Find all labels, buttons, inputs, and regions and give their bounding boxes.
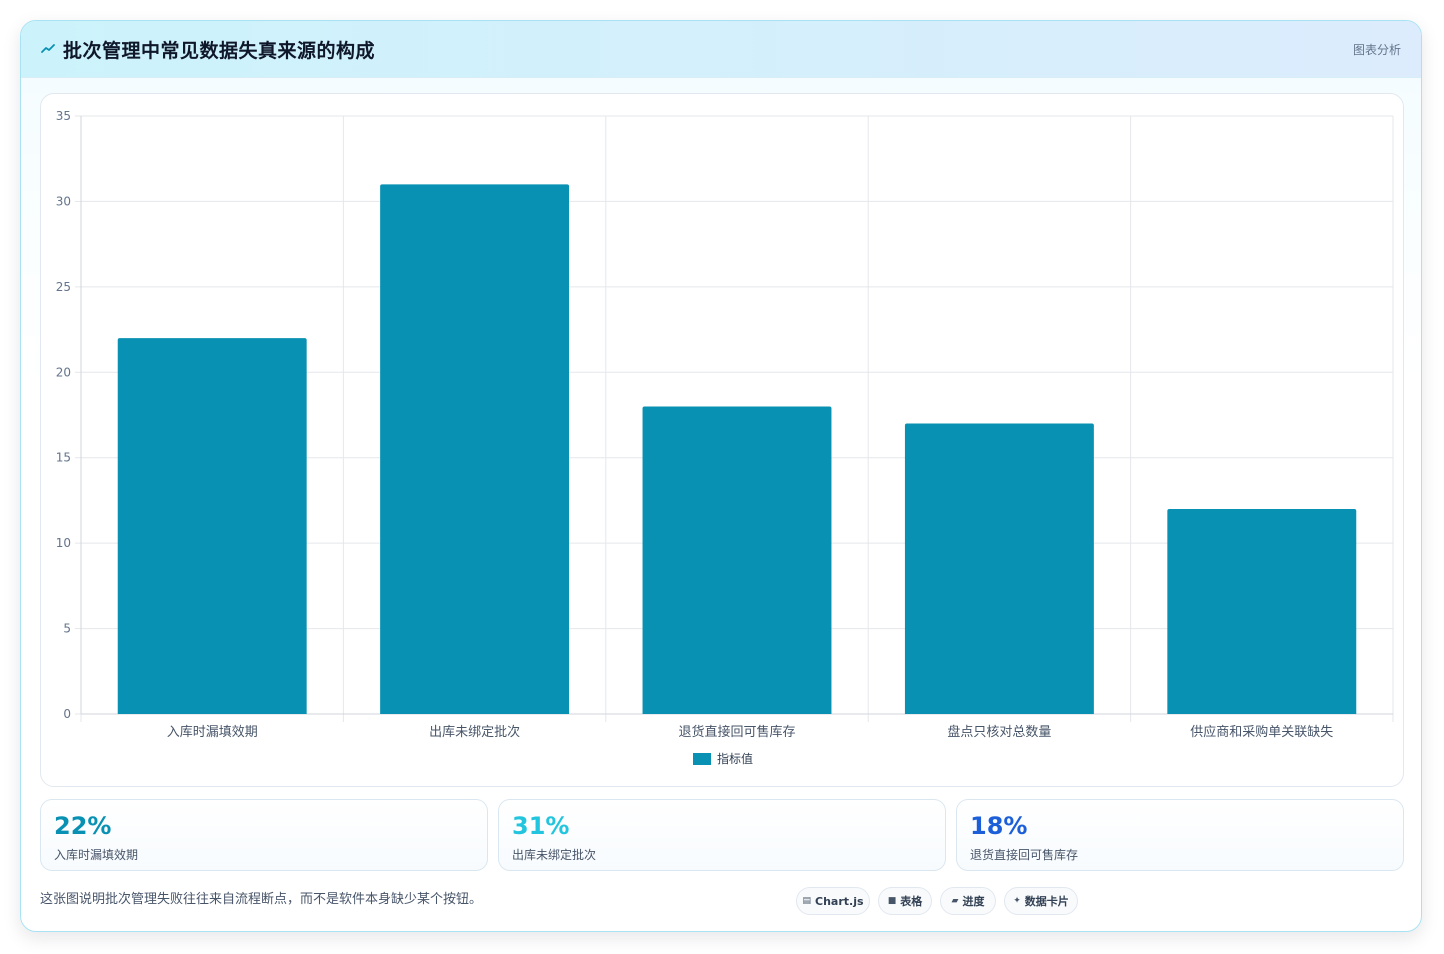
stat-card-3: 18% 退货直接回可售库存 [956, 799, 1404, 871]
x-category-label: 盘点只核对总数量 [947, 724, 1051, 740]
card-header: 批次管理中常见数据失真来源的构成 图表分析 [21, 21, 1421, 78]
x-category-label: 退货直接回可售库存 [678, 724, 795, 740]
page-title: 批次管理中常见数据失真来源的构成 [63, 40, 376, 62]
chart-footnote: 这张图说明批次管理失败往往来自流程断点，而不是软件本身缺少某个按钮。 [40, 892, 483, 907]
chip-label: 数据卡片 [1024, 895, 1069, 908]
chip-progress[interactable]: ▰ 进度 [940, 887, 996, 915]
y-tick-label: 20 [56, 365, 71, 379]
chip-chartjs[interactable]: ▤ Chart.js [796, 887, 870, 915]
y-tick-label: 5 [63, 622, 71, 636]
y-tick-label: 0 [63, 707, 71, 721]
stat-label: 出库未绑定批次 [512, 848, 597, 862]
bar-3 [642, 406, 832, 714]
legend-swatch [693, 753, 711, 765]
stat-card-1: 22% 入库时漏填效期 [40, 799, 488, 871]
stat-label: 入库时漏填效期 [54, 848, 139, 862]
y-tick-label: 25 [56, 280, 71, 294]
bar-5 [1167, 508, 1357, 714]
chip-table[interactable]: ■ 表格 [878, 887, 932, 915]
bar-2 [380, 184, 570, 714]
chart-card: 批次管理中常见数据失真来源的构成 图表分析 0 5 10 15 20 25 30 35 入库时漏… [20, 20, 1422, 932]
chart-icon: ▤ [802, 896, 811, 906]
x-category-label: 供应商和采购单关联缺失 [1190, 724, 1333, 740]
table-icon: ■ [887, 896, 897, 906]
stat-label: 退货直接回可售库存 [970, 848, 1079, 862]
y-tick-label: 10 [56, 536, 71, 550]
stat-value: 31% [512, 812, 570, 840]
sparkle-icon: ✦ [1013, 896, 1021, 906]
progress-icon: ▰ [951, 896, 959, 906]
y-tick-label: 35 [56, 109, 71, 123]
x-category-label: 出库未绑定批次 [429, 724, 520, 740]
trend-line-icon [41, 44, 55, 53]
stat-value: 22% [54, 812, 112, 840]
bar-1 [117, 338, 307, 714]
stat-card-2: 31% 出库未绑定批次 [498, 799, 946, 871]
bar-chart-svg: 0 5 10 15 20 25 30 35 入库时漏填效期 出库未绑定批次 退货直接回可售库存 盘点只… [56, 109, 1394, 766]
chip-label: Chart.js [815, 894, 864, 908]
chip-label: 表格 [900, 895, 923, 908]
chip-label: 进度 [962, 895, 985, 908]
y-tick-label: 15 [56, 451, 71, 465]
chip-data-card[interactable]: ✦ 数据卡片 [1004, 887, 1078, 915]
legend-label: 指标值 [717, 751, 753, 766]
stat-value: 18% [970, 812, 1028, 840]
chart-analysis-badge: 图表分析 [1352, 43, 1401, 57]
x-category-label: 入库时漏填效期 [167, 724, 258, 740]
bar-chart: 0 5 10 15 20 25 30 35 入库时漏填效期 出库未绑定批次 退货直接回可售库存 盘点只… [40, 93, 1404, 787]
y-tick-label: 30 [56, 194, 71, 208]
bar-4 [904, 423, 1094, 714]
